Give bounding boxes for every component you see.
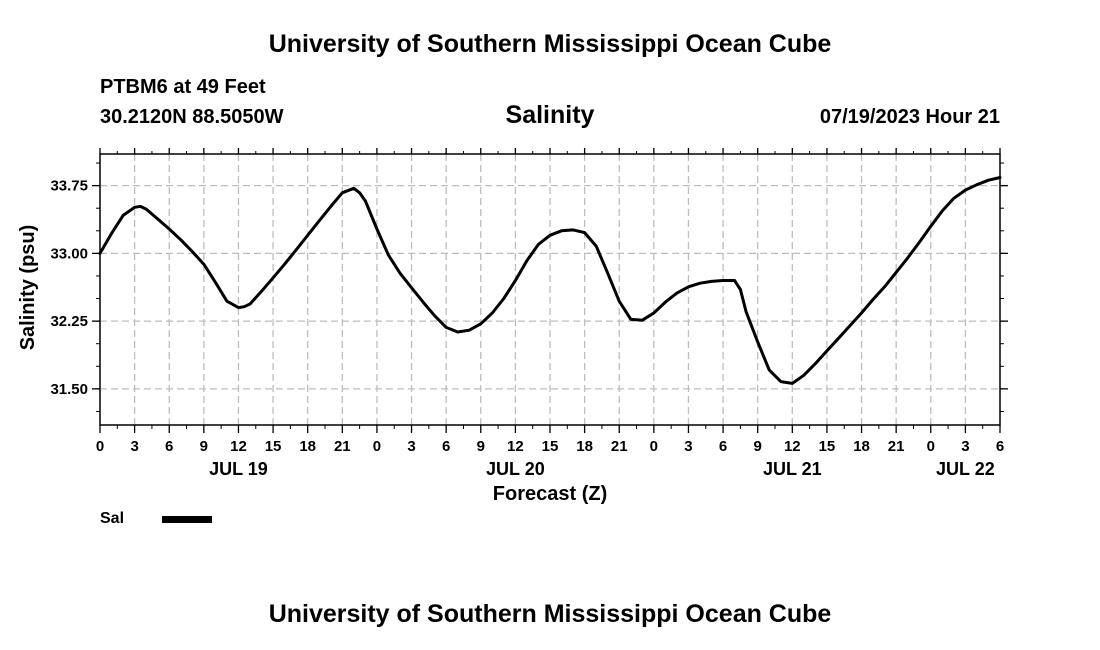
x-tick-label: 9 [200, 438, 208, 455]
chart-title: Salinity [505, 101, 595, 129]
x-tick-label: 21 [334, 438, 351, 455]
footer-title: University of Southern Mississippi Ocean… [268, 600, 832, 628]
x-tick-label: 6 [442, 438, 450, 455]
x-tick-label: 0 [96, 438, 104, 455]
x-tick-label: 21 [888, 438, 905, 455]
tick-labels: 0 3 6 9 12 15 18 21 0 3 6 9 12 15 18 21 0 3 6 9 12 15 18 21 0 3 6J… [50, 178, 1004, 479]
x-tick-label: 3 [407, 438, 415, 455]
x-tick-label: 12 [784, 438, 801, 455]
x-tick-label: 18 [576, 438, 593, 455]
x-tick-label: 18 [299, 438, 316, 455]
x-tick-label: 9 [477, 438, 485, 455]
x-tick-label: 15 [265, 438, 282, 455]
x-tick-label: 15 [819, 438, 836, 455]
series-line-sal [98, 176, 1002, 385]
x-tick-label: 3 [130, 438, 138, 455]
x-tick-label: 6 [996, 438, 1004, 455]
grid-lines [100, 154, 1000, 425]
x-axis-title: Forecast (Z) [493, 483, 607, 505]
x-tick-label: 18 [853, 438, 870, 455]
y-tick-label: 32.25 [50, 313, 88, 330]
x-tick-label: 21 [611, 438, 628, 455]
forecast-datetime: 07/19/2023 Hour 21 [819, 106, 1000, 128]
x-tick-label: 6 [165, 438, 173, 455]
x-tick-label: 3 [961, 438, 969, 455]
x-tick-label: 3 [684, 438, 692, 455]
x-tick-label: 12 [507, 438, 524, 455]
y-axis-title: Salinity (psu) [17, 225, 39, 351]
x-tick-label: 9 [754, 438, 762, 455]
date-label: JUL 20 [486, 459, 545, 479]
x-tick-label: 6 [719, 438, 727, 455]
x-tick-label: 12 [230, 438, 247, 455]
plot-frame [99, 153, 1001, 426]
date-label: JUL 22 [936, 459, 995, 479]
x-tick-label: 0 [927, 438, 935, 455]
legend-label: Sal [100, 510, 125, 527]
date-label: JUL 21 [763, 459, 822, 479]
y-tick-label: 33.75 [50, 178, 88, 195]
x-tick-label: 0 [373, 438, 381, 455]
x-tick-label: 15 [542, 438, 559, 455]
page-title: University of Southern Mississippi Ocean… [268, 30, 832, 58]
date-label: JUL 19 [209, 459, 268, 479]
y-tick-label: 33.00 [50, 245, 88, 262]
coordinates-label: 30.2120N 88.5050W [100, 106, 284, 128]
x-tick-label: 0 [650, 438, 658, 455]
station-label: PTBM6 at 49 Feet [100, 76, 266, 98]
y-tick-label: 31.50 [50, 381, 88, 398]
legend-line-swatch [162, 516, 212, 523]
